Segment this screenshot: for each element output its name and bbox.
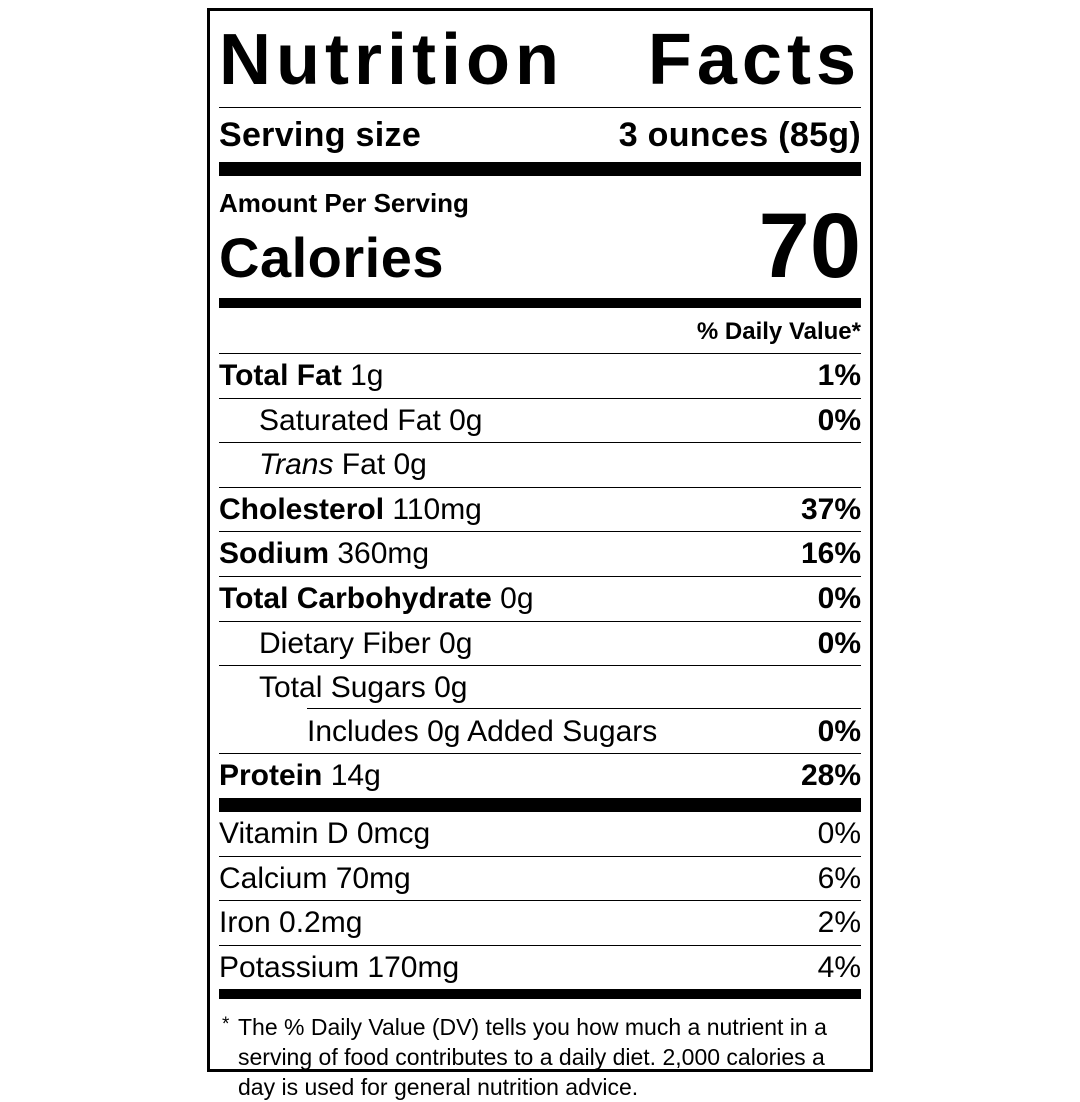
nutrient-row: Total Carbohydrate 0g 0% bbox=[219, 575, 861, 621]
daily-value-percent: 4% bbox=[817, 950, 861, 984]
nutrient-row: Saturated Fat 0g 0% bbox=[219, 397, 861, 443]
calories-row: Calories 70 bbox=[219, 195, 861, 298]
title-word: Nutrition bbox=[219, 20, 564, 100]
calories-label: Calories bbox=[219, 226, 444, 289]
daily-value-percent: 0% bbox=[817, 714, 861, 748]
daily-value-footnote: * The % Daily Value (DV) tells you how m… bbox=[219, 999, 861, 1102]
calories-value: 70 bbox=[758, 195, 861, 297]
amount-per-serving-label: Amount Per Serving bbox=[219, 188, 469, 218]
nutrient-name: Total Fat 1g bbox=[219, 359, 384, 392]
nutrient-name: Total Sugars 0g bbox=[259, 671, 468, 705]
nutrient-name: Includes 0g Added Sugars bbox=[307, 714, 658, 748]
daily-value-percent: 0% bbox=[817, 403, 861, 437]
nutrient-name: Dietary Fiber 0g bbox=[259, 626, 473, 660]
nutrient-name: Iron 0.2mg bbox=[219, 906, 363, 940]
nutrient-row: Dietary Fiber 0g 0% bbox=[219, 620, 861, 666]
thick-separator-bar bbox=[219, 162, 861, 176]
nutrient-row: Includes 0g Added Sugars 0% bbox=[219, 708, 861, 754]
nutrient-name: Cholesterol 110mg bbox=[219, 492, 482, 526]
daily-value-percent: 0% bbox=[817, 816, 861, 850]
nutrient-row: Cholesterol 110mg 37% bbox=[219, 486, 861, 532]
nutrition-facts-label: Nutrition Facts Serving size 3 ounces (85… bbox=[207, 8, 873, 1100]
nutrient-row: Iron 0.2mg 2% bbox=[219, 900, 861, 945]
nutrient-row: Calcium 70mg 6% bbox=[219, 855, 861, 901]
title-word: Facts bbox=[647, 20, 861, 100]
nutrient-row: Sodium 360mg 16% bbox=[219, 531, 861, 576]
nutrient-row: Trans Fat 0g bbox=[219, 442, 861, 487]
nutrient-name: Protein 14g bbox=[219, 759, 381, 793]
nutrient-name: Saturated Fat 0g bbox=[259, 403, 483, 437]
nutrient-name: Trans Fat 0g bbox=[259, 448, 427, 482]
serving-size-value: 3 ounces (85g) bbox=[618, 116, 861, 154]
daily-value-percent: 1% bbox=[817, 359, 861, 392]
nutrient-name: Sodium 360mg bbox=[219, 537, 430, 571]
nutrient-name: Total Carbohydrate 0g bbox=[219, 581, 534, 615]
nutrient-row: Protein 14g 28% bbox=[219, 753, 861, 798]
nutrient-name: Vitamin D 0mcg bbox=[219, 816, 431, 850]
label-title: Nutrition Facts bbox=[219, 11, 861, 108]
thin-separator-bar bbox=[219, 298, 861, 308]
serving-size-label: Serving size bbox=[219, 116, 422, 154]
footnote-asterisk: * bbox=[222, 1014, 230, 1036]
daily-value-percent: 28% bbox=[800, 759, 861, 793]
daily-value-percent: 16% bbox=[800, 537, 861, 571]
daily-value-percent: 0% bbox=[817, 626, 861, 660]
daily-value-percent: 6% bbox=[817, 861, 861, 895]
nutrient-row: Vitamin D 0mcg 0% bbox=[219, 812, 861, 856]
serving-size-row: Serving size 3 ounces (85g) bbox=[219, 108, 861, 162]
footnote-text: The % Daily Value (DV) tells you how muc… bbox=[238, 1014, 827, 1101]
nutrient-name: Calcium 70mg bbox=[219, 861, 411, 895]
daily-value-percent: 37% bbox=[800, 492, 861, 526]
daily-value-header: % Daily Value* bbox=[219, 308, 861, 354]
nutrient-row: Potassium 170mg 4% bbox=[219, 944, 861, 990]
nutrient-row: Total Sugars 0g bbox=[219, 665, 861, 710]
nutrient-name: Potassium 170mg bbox=[219, 950, 460, 984]
thick-separator-bar bbox=[219, 797, 861, 812]
nutrient-rows: Total Fat 1g 1% Saturated Fat 0g 0% Trans Fa… bbox=[219, 354, 861, 798]
daily-value-percent: 0% bbox=[817, 581, 861, 615]
vitamin-rows: Vitamin D 0mcg 0% Calcium 70mg 6% Iron 0.2mg… bbox=[219, 812, 861, 989]
daily-value-percent: 2% bbox=[817, 906, 861, 940]
nutrient-row: Total Fat 1g 1% bbox=[219, 354, 861, 398]
thin-separator-bar bbox=[219, 989, 861, 1000]
